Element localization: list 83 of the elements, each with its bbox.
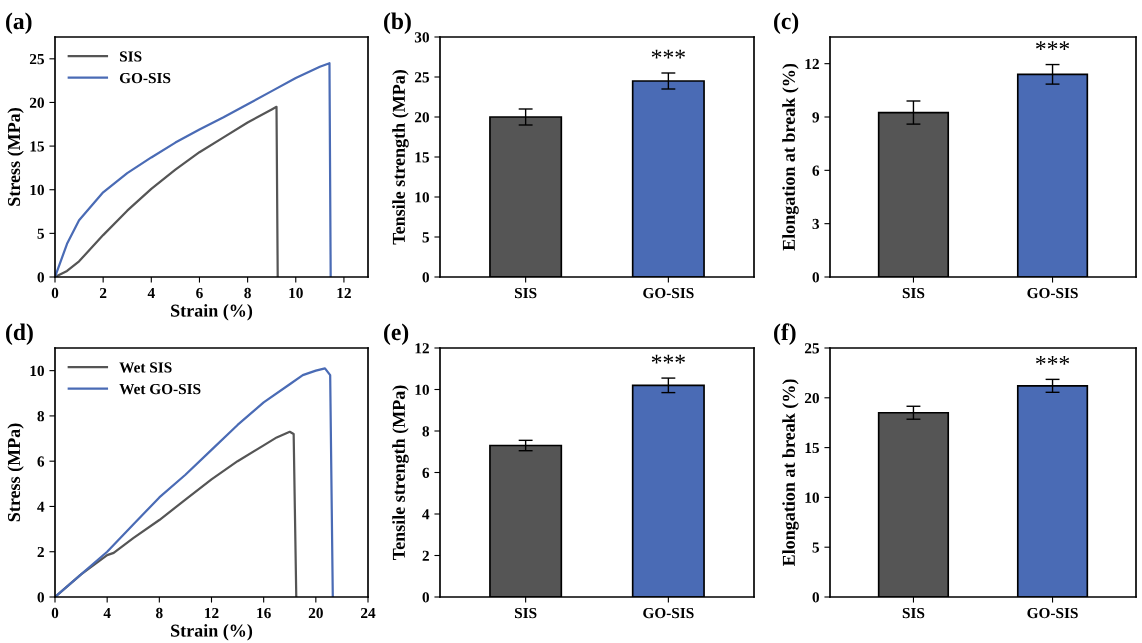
chart-title: (b) [384, 12, 411, 34]
x-tick-label: 16 [257, 607, 271, 619]
x-tick-label: 4 [147, 287, 155, 299]
y-tick-label: 6 [422, 467, 430, 478]
chart-title: (e) [384, 323, 409, 345]
y-tick-label: 15 [415, 152, 430, 163]
y-tick-label: 15 [30, 141, 45, 152]
y-axis-title: Elongation at break (%) [782, 379, 799, 567]
x-tick-label: 20 [308, 607, 323, 619]
y-tick-label: 10 [30, 184, 44, 196]
x-tick-label: 24 [361, 607, 376, 619]
x-tick-label: SIS [902, 607, 925, 619]
y-tick-label: 6 [37, 456, 45, 467]
x-tick-label: 12 [337, 287, 351, 299]
y-tick-label: 0 [37, 592, 44, 603]
x-tick-label: SIS [514, 287, 537, 299]
x-tick-label: 10 [289, 287, 303, 299]
annotation: *** [1035, 41, 1070, 50]
x-tick-label: 0 [51, 607, 59, 619]
annotation: *** [651, 354, 685, 364]
x-tick-label: 2 [99, 287, 107, 299]
y-tick-label: 0 [422, 272, 429, 283]
line-series [55, 105, 279, 277]
x-tick-label: 12 [205, 607, 219, 619]
x-tick-label: 8 [156, 607, 163, 619]
x-tick-label: 6 [196, 287, 203, 299]
annotation: *** [651, 49, 685, 59]
x-tick-label: 8 [244, 287, 251, 299]
y-tick-label: 2 [37, 546, 44, 558]
legend-label: Wet GO-SIS [119, 383, 201, 395]
y-tick-label: 20 [414, 112, 429, 123]
y-tick-label: 10 [415, 192, 429, 203]
x-tick-label: SIS [514, 607, 537, 619]
y-tick-label: 4 [422, 509, 430, 520]
y-tick-label: 0 [812, 272, 819, 283]
x-tick-label: 4 [103, 607, 111, 619]
y-axis-title: Tensile strength (MPa) [392, 70, 409, 245]
y-tick-label: 12 [805, 58, 819, 69]
x-axis-title: Strain (%) [171, 624, 253, 641]
y-tick-label: 20 [29, 97, 44, 108]
y-tick-label: 12 [415, 343, 429, 354]
y-tick-label: 5 [422, 232, 430, 243]
y-tick-label: 0 [37, 272, 44, 283]
chart-title: (c) [774, 12, 799, 34]
y-tick-label: 5 [37, 228, 45, 239]
x-tick-label: 0 [51, 287, 59, 299]
x-tick-label: GO-SIS [1027, 607, 1078, 619]
y-tick-label: 8 [37, 411, 45, 422]
y-tick-label: 5 [812, 542, 820, 553]
y-tick-label: 10 [415, 384, 429, 395]
y-tick-label: 25 [804, 343, 820, 354]
y-axis-title: Tensile strength (MPa) [392, 385, 409, 560]
y-axis-title: Elongation at break (%) [782, 63, 799, 251]
x-tick-label: SIS [902, 287, 925, 299]
y-tick-label: 6 [812, 165, 820, 176]
chart-title: (d) [6, 323, 33, 345]
x-tick-label: GO-SIS [643, 607, 694, 619]
y-tick-label: 8 [422, 426, 430, 437]
legend-label: GO-SIS [119, 72, 171, 84]
annotation: *** [1035, 356, 1070, 365]
y-tick-label: 25 [414, 72, 430, 83]
y-axis-title: Stress (MPa) [7, 108, 24, 206]
x-axis-title: Strain (%) [171, 304, 253, 321]
legend-label: Wet SIS [119, 362, 172, 373]
y-tick-label: 25 [29, 54, 45, 65]
y-tick-label: 30 [414, 32, 429, 43]
y-tick-label: 20 [804, 392, 819, 404]
y-axis-title: Stress (MPa) [7, 423, 24, 522]
y-tick-label: 10 [30, 365, 44, 377]
chart-title: (f) [774, 323, 796, 345]
chart-title: (a) [6, 12, 32, 34]
x-tick-label: GO-SIS [1027, 287, 1078, 299]
y-tick-label: 3 [812, 218, 820, 230]
y-tick-label: 0 [812, 592, 819, 603]
y-tick-label: 4 [37, 501, 45, 512]
line-series [55, 62, 332, 277]
x-tick-label: GO-SIS [643, 287, 694, 299]
legend-label: SIS [119, 51, 142, 62]
y-tick-label: 2 [422, 550, 429, 561]
y-tick-label: 9 [812, 112, 820, 123]
y-tick-label: 15 [805, 442, 820, 454]
y-tick-label: 10 [805, 492, 819, 503]
y-tick-label: 0 [422, 592, 429, 603]
